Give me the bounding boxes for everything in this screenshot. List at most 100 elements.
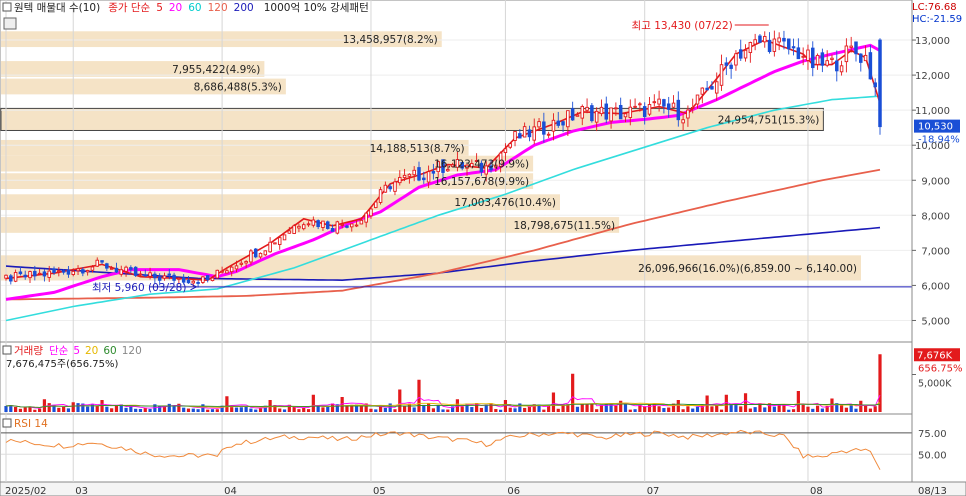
candle — [85, 269, 90, 276]
candle — [364, 212, 368, 228]
volume-bar — [326, 406, 330, 412]
candle — [604, 96, 609, 124]
candle — [460, 161, 464, 171]
ma120-line — [6, 168, 881, 301]
candle — [61, 269, 66, 275]
volume-bar — [623, 403, 628, 412]
volume-bar — [90, 404, 95, 412]
volume-bar — [767, 403, 772, 412]
candle — [201, 276, 205, 285]
header-legend-text: 원텍 매물대 수(10) 종가 단순 5 20 60 120 200 1000억 10% 강세… — [14, 2, 369, 14]
volume-profile-labels: 13,458,957(8.2%) 7,955,422(4.9%) 8,686,488… — [172, 34, 857, 275]
month-label: 2025/02 — [5, 486, 47, 496]
candle — [369, 206, 373, 219]
volume-bar — [23, 407, 27, 412]
candle — [325, 220, 330, 230]
candle — [215, 269, 220, 279]
volume-bar — [590, 403, 594, 412]
rsi-panel-frame — [0, 413, 913, 483]
candle — [23, 270, 27, 280]
volume-bar — [460, 406, 464, 412]
volume-bar — [426, 403, 431, 412]
volume-bar — [378, 406, 383, 412]
price-tick-label: 11,000 — [915, 106, 950, 117]
volume-bar — [643, 406, 647, 412]
candle — [734, 50, 738, 71]
volume-bar — [599, 404, 604, 412]
volume-legend-text: 거래량 단순 5 20 60 120 — [14, 345, 142, 357]
volume-bar — [57, 407, 61, 412]
month-label: 07 — [647, 486, 660, 496]
volume-profile-bar — [1, 139, 469, 156]
candle — [748, 41, 753, 63]
volume-profile-label: 7,955,422(4.9%) — [172, 64, 260, 76]
candle — [311, 216, 316, 228]
price-tick-label: 9,000 — [921, 176, 950, 187]
volume-bar — [167, 403, 171, 412]
volume-bar — [513, 408, 517, 412]
candle — [100, 260, 104, 264]
candle — [239, 260, 244, 267]
volume-bar — [451, 406, 455, 412]
volume-bar — [499, 409, 503, 412]
volume-bar — [431, 408, 435, 412]
rsi-checkbox[interactable] — [2, 418, 12, 428]
candle — [618, 97, 623, 120]
candle — [859, 53, 863, 72]
volume-bar — [110, 408, 114, 412]
volume-bar — [470, 407, 474, 412]
candle — [345, 224, 349, 229]
volume-bar — [364, 403, 368, 412]
last-change-label: -18.94% — [918, 135, 960, 146]
candle — [129, 265, 133, 274]
candle — [714, 72, 719, 101]
candle — [738, 39, 743, 61]
volume-profile-bar — [1, 61, 265, 77]
volume-checkbox[interactable] — [2, 345, 12, 355]
rsi-tick-label: 50.00 — [918, 450, 947, 461]
volume-bar — [537, 404, 541, 412]
volume-bar — [258, 408, 263, 412]
price-tick-label: 7,000 — [921, 246, 950, 257]
volume-bar — [542, 409, 546, 412]
candle — [446, 165, 450, 173]
candle — [585, 98, 589, 114]
volume-bar — [191, 408, 195, 412]
volume-bar — [71, 402, 75, 412]
candle — [13, 269, 18, 283]
candle — [172, 272, 176, 284]
volume-last-label: 7,676K — [917, 350, 953, 361]
volume-bar — [859, 400, 863, 412]
volume-profile-bar — [1, 78, 286, 95]
candle — [671, 95, 676, 109]
volume-bar — [249, 408, 253, 412]
candle — [652, 94, 657, 107]
volume-bar — [475, 403, 479, 412]
volume-bar — [657, 406, 661, 412]
volume-bar — [28, 406, 32, 412]
volume-bar — [811, 408, 815, 412]
volume-bar — [729, 403, 733, 412]
candle — [623, 112, 628, 123]
volume-bar — [734, 404, 738, 412]
volume-bar — [763, 407, 767, 412]
candle — [575, 112, 580, 117]
volume-bar — [220, 405, 224, 412]
candle — [205, 274, 210, 283]
candle — [42, 269, 47, 282]
grid-toggle-icon[interactable] — [3, 17, 17, 30]
volume-bar — [681, 409, 685, 412]
volume-profile-label: 13,458,957(8.2%) — [343, 34, 438, 46]
candle — [306, 221, 311, 227]
header-checkbox[interactable] — [2, 2, 12, 12]
volume-bar — [119, 404, 123, 412]
rsi-title: RSI 14 — [14, 418, 48, 430]
candle — [210, 276, 215, 282]
candle — [690, 98, 695, 114]
volume-bar — [330, 403, 335, 412]
volume-bar — [585, 404, 589, 412]
candle — [9, 274, 13, 285]
volume-bar — [66, 408, 71, 412]
volume-bar — [739, 406, 743, 412]
